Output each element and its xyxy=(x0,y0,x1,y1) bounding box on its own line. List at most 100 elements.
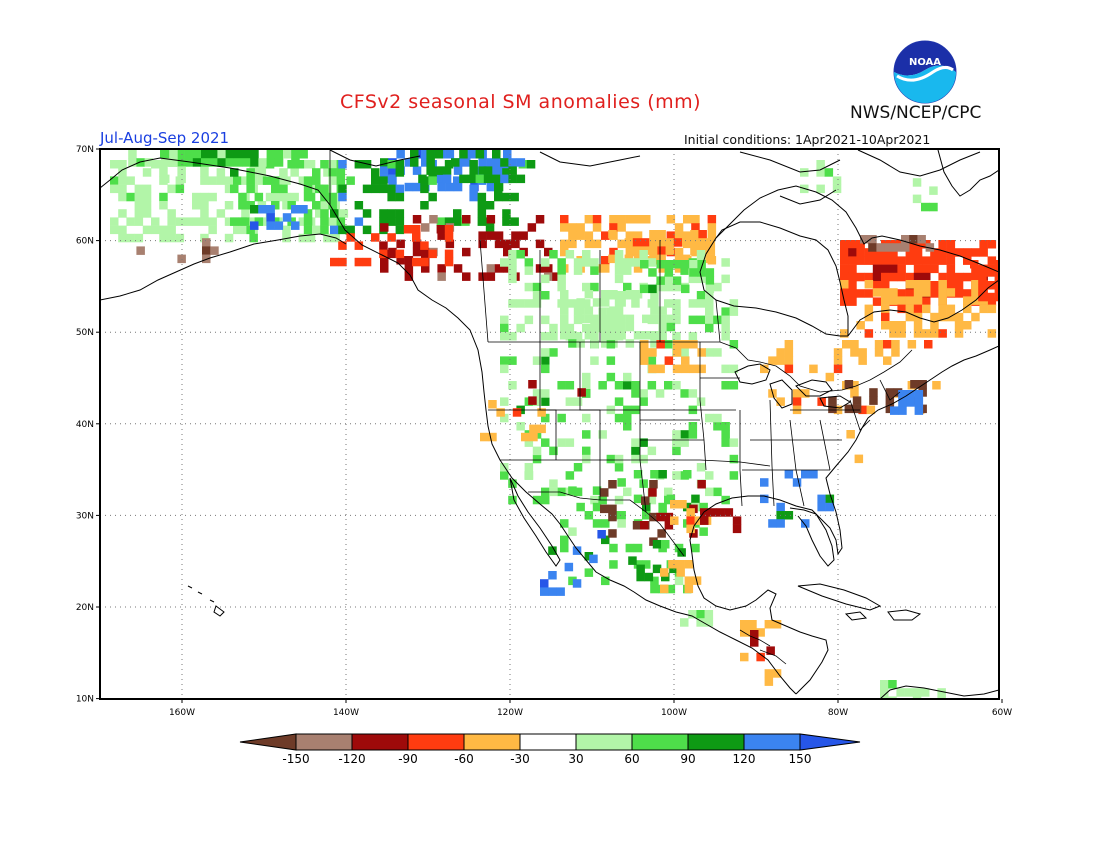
anomaly-cell xyxy=(339,209,349,218)
anomaly-cell xyxy=(704,618,714,627)
anomaly-cell xyxy=(690,230,699,239)
anomaly-cell xyxy=(658,306,667,315)
anomaly-cell xyxy=(705,299,714,308)
anomaly-cell xyxy=(421,247,430,257)
anomaly-cell xyxy=(494,192,503,202)
anomaly-cell xyxy=(766,646,775,655)
anomaly-cell xyxy=(666,314,676,324)
anomaly-cell xyxy=(511,239,520,249)
anomaly-cell xyxy=(502,217,511,226)
anomaly-cell xyxy=(631,438,640,447)
anomaly-cell xyxy=(625,231,635,240)
anomaly-cell xyxy=(380,264,389,273)
anomaly-cell xyxy=(729,299,739,308)
anomaly-cell xyxy=(631,389,640,398)
anomaly-cell xyxy=(609,290,618,299)
anomaly-cell xyxy=(930,312,939,322)
anomaly-cell xyxy=(453,166,463,175)
anomaly-cell xyxy=(380,166,389,175)
anomaly-cell xyxy=(320,209,329,218)
anomaly-cell xyxy=(617,298,626,307)
anomaly-cell xyxy=(642,314,651,324)
anomaly-cell xyxy=(913,240,923,249)
anomaly-cell xyxy=(623,381,632,390)
anomaly-cell xyxy=(134,184,144,194)
anomaly-cell xyxy=(560,298,569,307)
anomaly-cell xyxy=(169,150,178,159)
anomaly-cell xyxy=(938,288,947,297)
anomaly-cell xyxy=(548,587,557,596)
anomaly-cell xyxy=(428,249,437,259)
anomaly-cell xyxy=(224,217,234,226)
anomaly-cell xyxy=(601,256,610,265)
anomaly-cell xyxy=(840,280,849,289)
anomaly-cell xyxy=(840,248,849,257)
anomaly-cell xyxy=(937,696,946,699)
anomaly-cell xyxy=(809,364,818,374)
anomaly-cell xyxy=(230,184,239,194)
anomaly-cell xyxy=(689,268,698,277)
anomaly-cell xyxy=(639,250,648,259)
anomaly-cell xyxy=(913,296,923,305)
anomaly-cell xyxy=(938,248,947,257)
anomaly-cell xyxy=(825,502,835,512)
anomaly-cell xyxy=(883,356,892,365)
anomaly-cell xyxy=(696,291,706,300)
anomaly-cell xyxy=(582,430,591,439)
anomaly-cell xyxy=(486,231,496,240)
anomaly-cell xyxy=(856,272,865,282)
anomaly-cell xyxy=(508,174,517,184)
anomaly-cell xyxy=(705,471,714,480)
anomaly-cell xyxy=(768,356,777,365)
anomaly-cell xyxy=(426,166,435,175)
anomaly-cell xyxy=(668,560,677,569)
anomaly-cell xyxy=(848,289,857,298)
anomaly-cell xyxy=(913,288,923,297)
anomaly-cell xyxy=(617,314,626,324)
anomaly-cell xyxy=(696,299,706,308)
anomaly-cell xyxy=(824,168,834,177)
anomaly-cell xyxy=(704,610,714,619)
anomaly-cell xyxy=(142,192,152,202)
anomaly-cell xyxy=(954,281,964,290)
anomaly-cell xyxy=(291,205,300,214)
anomaly-cell xyxy=(876,243,885,252)
anomaly-cell xyxy=(167,233,176,243)
anomaly-cell xyxy=(453,209,462,218)
anomaly-cell xyxy=(395,160,405,169)
anomaly-cell xyxy=(676,568,685,577)
anomaly-cell xyxy=(631,454,640,464)
anomaly-cell xyxy=(664,260,674,269)
anomaly-cell xyxy=(524,299,534,308)
anomaly-cell xyxy=(312,225,321,235)
anomaly-cell xyxy=(320,217,329,226)
anomaly-cell xyxy=(445,239,455,249)
anomaly-cell xyxy=(854,454,864,464)
anomaly-cell xyxy=(938,272,947,282)
anomaly-cell xyxy=(576,298,585,307)
anomaly-cell xyxy=(331,217,340,226)
anomaly-cell xyxy=(159,201,168,210)
anomaly-cell xyxy=(584,552,594,561)
anomaly-grid xyxy=(110,150,999,699)
anomaly-cell xyxy=(698,230,707,239)
anomaly-cell xyxy=(609,223,618,232)
anomaly-cell xyxy=(850,348,859,357)
anomaly-cell xyxy=(202,238,211,247)
anomaly-cell xyxy=(658,322,667,332)
anomaly-cell xyxy=(590,495,599,505)
anomaly-cell xyxy=(142,184,152,194)
anomaly-cell xyxy=(650,290,659,299)
anomaly-cell xyxy=(291,150,300,159)
anomaly-cell xyxy=(674,576,684,586)
anomaly-cell xyxy=(639,454,648,464)
anomaly-cell xyxy=(705,276,715,285)
anomaly-cell xyxy=(295,160,305,169)
anomaly-cell xyxy=(233,150,243,159)
anomaly-cell xyxy=(688,274,698,284)
anomaly-cell xyxy=(897,329,906,338)
anomaly-cell xyxy=(338,225,347,235)
anomaly-cell xyxy=(881,256,890,265)
lon-tick-label: 120W xyxy=(497,708,523,718)
anomaly-cell xyxy=(986,268,995,277)
